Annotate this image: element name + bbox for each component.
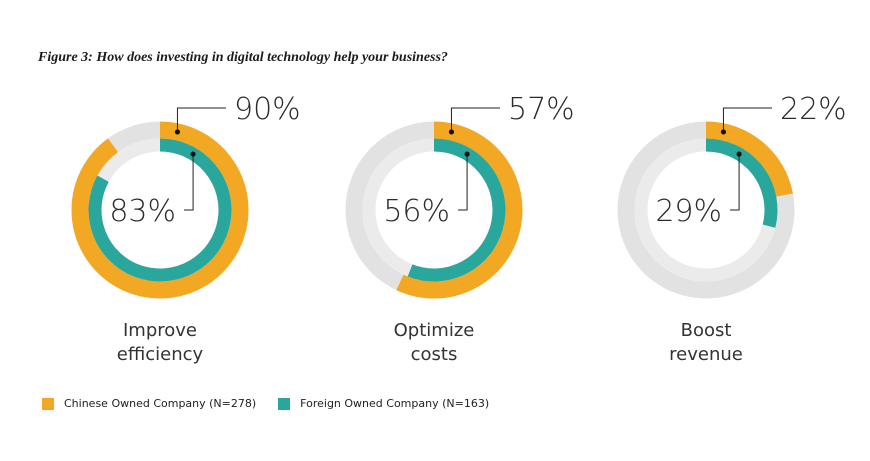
leader-chinese-boost xyxy=(722,107,772,132)
arc-chinese-boost xyxy=(705,121,793,197)
leader-foreign-improve xyxy=(184,154,194,211)
category-label-boost-line2: revenue xyxy=(669,344,743,365)
legend-swatch-foreign xyxy=(278,397,291,410)
dot-foreign-improve xyxy=(190,151,196,157)
category-label-improve-line1: Improve xyxy=(123,320,197,341)
value-label-foreign-boost: 29% xyxy=(655,194,722,229)
legend: Chinese Owned Company (N=278) Foreign Ow… xyxy=(42,397,511,410)
dot-chinese-optimize xyxy=(448,129,455,135)
leader-chinese-optimize xyxy=(450,107,500,132)
value-label-chinese-boost: 22% xyxy=(780,92,847,127)
category-label-optimize-line2: costs xyxy=(411,344,458,365)
leader-chinese-improve xyxy=(176,107,226,132)
value-label-chinese-optimize: 57% xyxy=(508,92,575,127)
legend-swatch-chinese xyxy=(42,397,54,410)
chart-title: Figure 3: How does investing in digital … xyxy=(38,50,448,65)
legend-label-foreign: Foreign Owned Company (N=163) xyxy=(300,397,490,410)
leader-foreign-optimize xyxy=(458,154,468,211)
arc-chinese-optimize xyxy=(396,121,523,299)
category-label-optimize-line1: Optimize xyxy=(394,320,475,341)
category-label-improve-line2: efficiency xyxy=(117,344,204,365)
value-label-foreign-improve: 83% xyxy=(109,194,176,229)
legend-item-foreign: Foreign Owned Company (N=163) xyxy=(278,397,489,410)
dot-chinese-improve xyxy=(174,129,181,135)
dot-chinese-boost xyxy=(720,129,727,135)
leader-foreign-boost xyxy=(730,154,740,211)
legend-label-chinese: Chinese Owned Company (N=278) xyxy=(64,397,257,410)
arc-chinese-improve xyxy=(71,121,249,299)
arc-foreign-improve xyxy=(88,138,232,282)
category-label-boost-line1: Boost xyxy=(681,320,732,341)
dot-foreign-boost xyxy=(736,151,742,157)
value-label-chinese-improve: 90% xyxy=(234,92,301,127)
dot-foreign-optimize xyxy=(464,151,470,157)
legend-item-chinese: Chinese Owned Company (N=278) xyxy=(42,397,256,410)
arc-foreign-boost xyxy=(705,138,778,228)
value-label-foreign-optimize: 56% xyxy=(383,194,450,229)
